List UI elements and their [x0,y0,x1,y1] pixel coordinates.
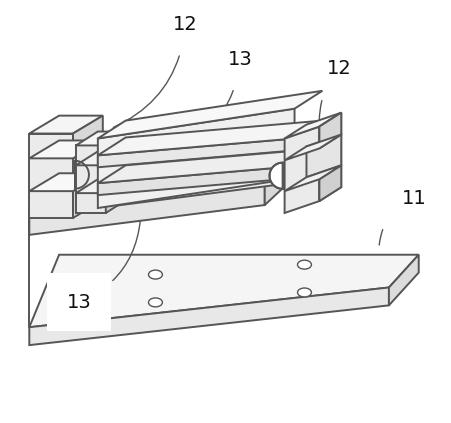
Polygon shape [319,113,341,148]
Text: 12: 12 [113,15,198,127]
Polygon shape [265,155,295,205]
Text: 11: 11 [379,189,426,245]
Polygon shape [73,115,103,158]
Polygon shape [29,115,103,134]
Ellipse shape [298,260,312,269]
Text: 12: 12 [319,60,352,121]
Polygon shape [285,113,341,138]
Polygon shape [98,151,128,179]
Polygon shape [389,255,419,305]
Polygon shape [98,148,322,183]
Ellipse shape [148,270,162,279]
Polygon shape [76,179,128,193]
Polygon shape [98,166,295,195]
Polygon shape [98,91,322,138]
Text: 13: 13 [67,221,140,312]
Polygon shape [75,161,89,189]
Polygon shape [29,173,103,191]
Text: 13: 13 [202,49,252,137]
Polygon shape [106,179,128,213]
Polygon shape [98,138,295,167]
Polygon shape [76,132,128,146]
Polygon shape [59,140,103,173]
Polygon shape [295,121,322,151]
Polygon shape [307,135,341,177]
Polygon shape [98,114,290,208]
Ellipse shape [148,298,162,307]
Polygon shape [29,255,419,327]
Polygon shape [98,109,295,208]
Polygon shape [29,140,103,158]
Polygon shape [106,132,128,165]
Polygon shape [29,155,295,213]
Polygon shape [285,126,319,213]
Polygon shape [29,288,389,345]
Polygon shape [29,134,73,218]
Polygon shape [98,121,322,155]
Polygon shape [285,135,341,160]
Polygon shape [73,173,103,218]
Polygon shape [29,183,265,235]
Polygon shape [76,146,106,213]
Polygon shape [76,151,128,165]
Ellipse shape [298,288,312,297]
Polygon shape [295,148,322,178]
Polygon shape [319,113,341,201]
Polygon shape [285,165,341,191]
Polygon shape [270,163,283,189]
Polygon shape [319,165,341,201]
